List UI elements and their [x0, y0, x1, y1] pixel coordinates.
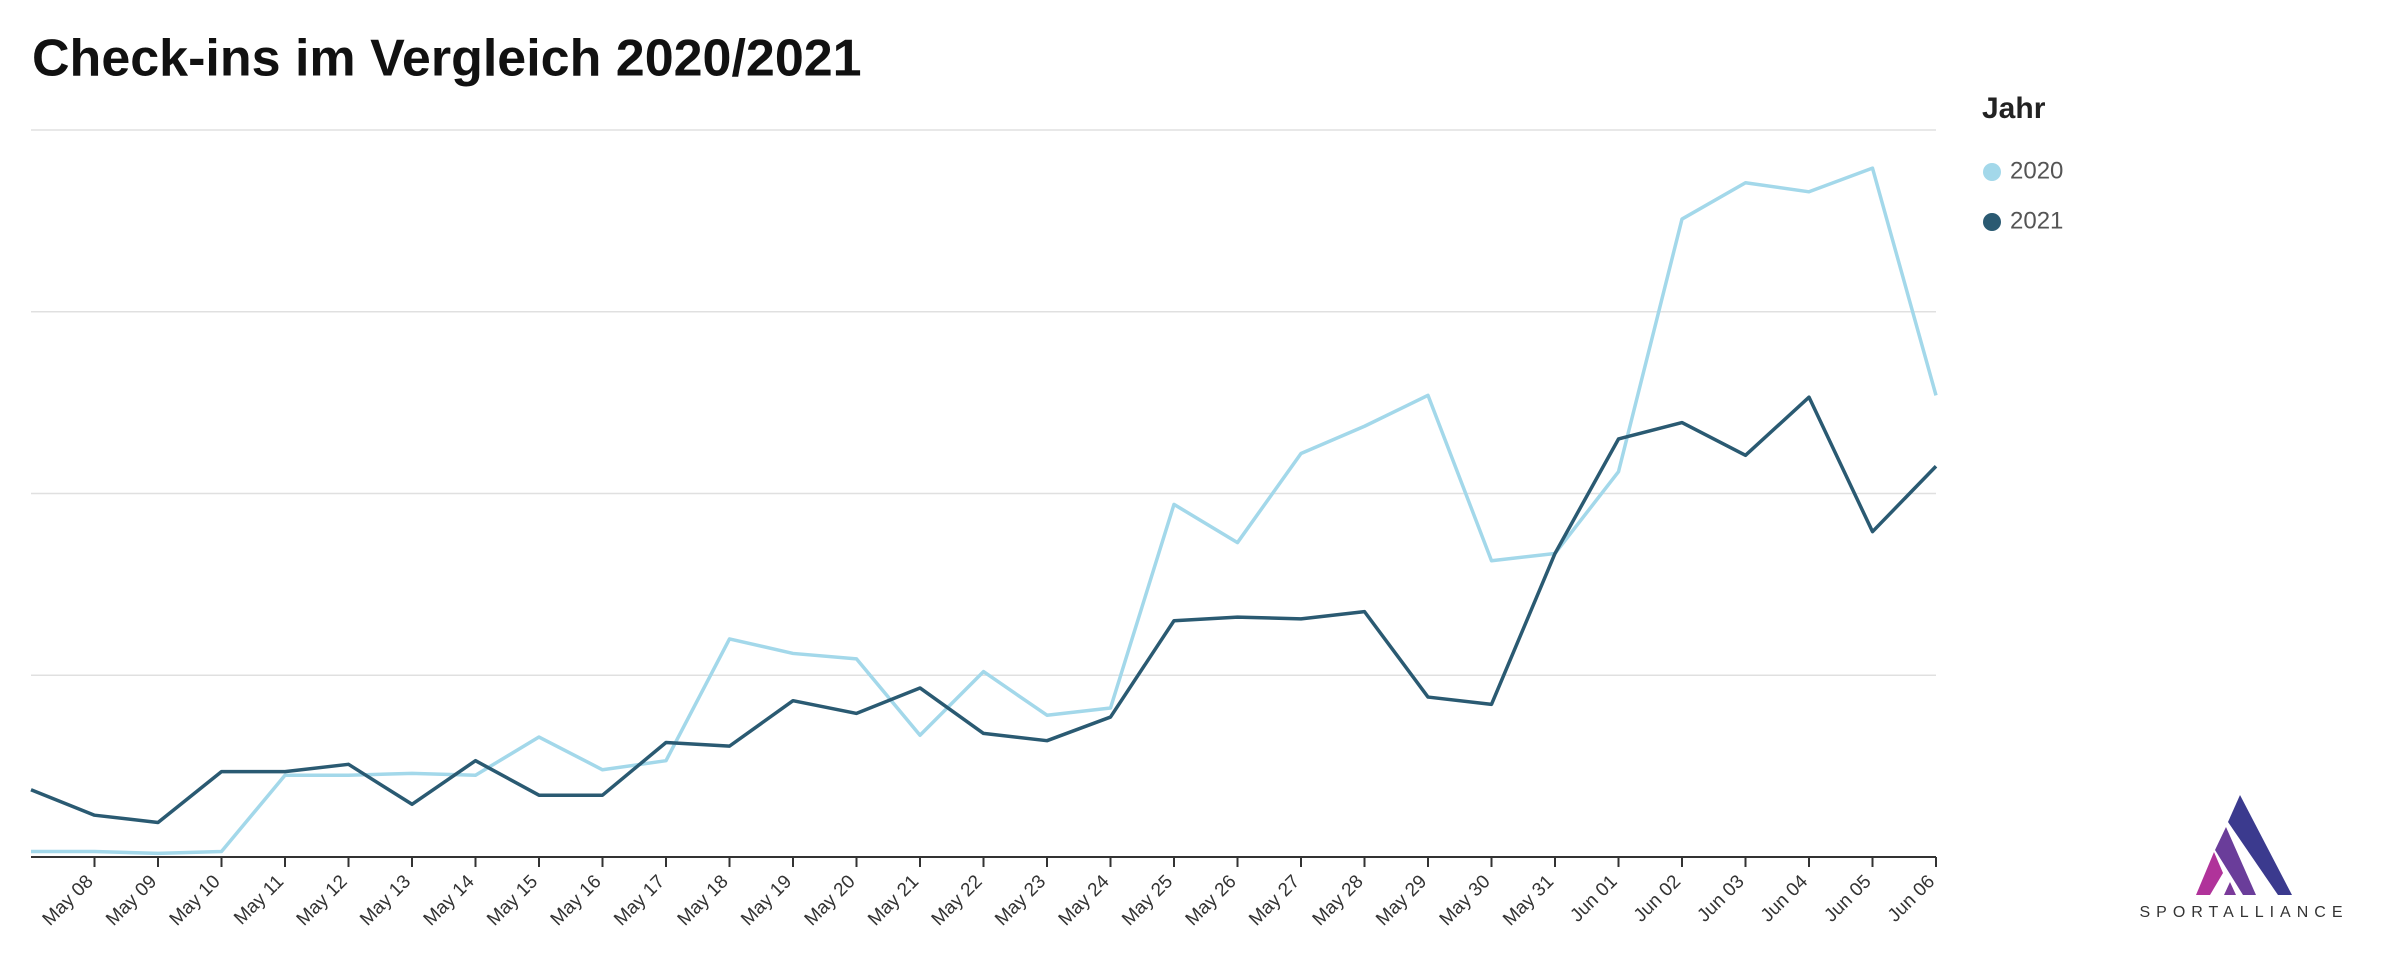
- line-series: [31, 166, 1938, 856]
- x-tick-label: May 26: [1182, 871, 1241, 930]
- x-tick-label: Jun 03: [1693, 871, 1748, 926]
- x-tick-label: May 21: [864, 871, 923, 930]
- legend-title: Jahr: [1982, 92, 2046, 125]
- x-tick-label: May 11: [230, 871, 288, 929]
- x-tick-label: May 29: [1372, 871, 1431, 930]
- x-tick-label: May 08: [39, 871, 98, 930]
- x-tick-label: Jun 06: [1884, 871, 1939, 926]
- x-tick-label: Jun 05: [1820, 871, 1875, 926]
- logo-shape: [2196, 852, 2223, 895]
- x-tick-label: May 15: [483, 871, 542, 930]
- x-tick-label: May 24: [1055, 871, 1114, 930]
- x-tick-label: May 22: [928, 871, 987, 930]
- x-tick-label: Jun 02: [1630, 871, 1685, 926]
- x-tick-label: Jun 04: [1757, 871, 1812, 926]
- x-tick-label: May 30: [1436, 871, 1495, 930]
- x-tick-label: May 18: [674, 871, 733, 930]
- x-tick-label: May 12: [293, 871, 352, 930]
- chart-title: Check-ins im Vergleich 2020/2021: [32, 30, 862, 88]
- legend-label: 2021: [2010, 207, 2063, 234]
- legend-marker: [1983, 163, 2001, 181]
- x-tick-label: May 10: [166, 871, 225, 930]
- x-tick-label: May 14: [420, 871, 479, 930]
- logo-shape: [2215, 827, 2256, 895]
- legend-marker: [1983, 213, 2001, 231]
- x-tick-label: May 28: [1309, 871, 1368, 930]
- x-tick-label: May 17: [610, 871, 669, 930]
- x-tick-label: May 19: [737, 871, 796, 930]
- x-tick-label: May 27: [1245, 871, 1304, 930]
- logo-shape: [2224, 882, 2236, 895]
- x-tick-label: May 20: [801, 871, 860, 930]
- x-tick-label: Jun 01: [1566, 871, 1621, 926]
- line-series: [30, 395, 1938, 825]
- logo: SPORTALLIANCE: [2139, 795, 2348, 921]
- x-tick-label: May 13: [356, 871, 415, 930]
- x-tick-label: May 31: [1499, 871, 1558, 930]
- x-tick-label: May 09: [102, 871, 161, 930]
- x-tick-label: May 25: [1118, 871, 1177, 930]
- legend-label: 2020: [2010, 157, 2063, 184]
- x-tick-label: May 23: [991, 871, 1050, 930]
- logo-shape: [2228, 795, 2292, 895]
- logo-text: SPORTALLIANCE: [2139, 904, 2348, 921]
- x-tick-label: May 16: [547, 871, 606, 930]
